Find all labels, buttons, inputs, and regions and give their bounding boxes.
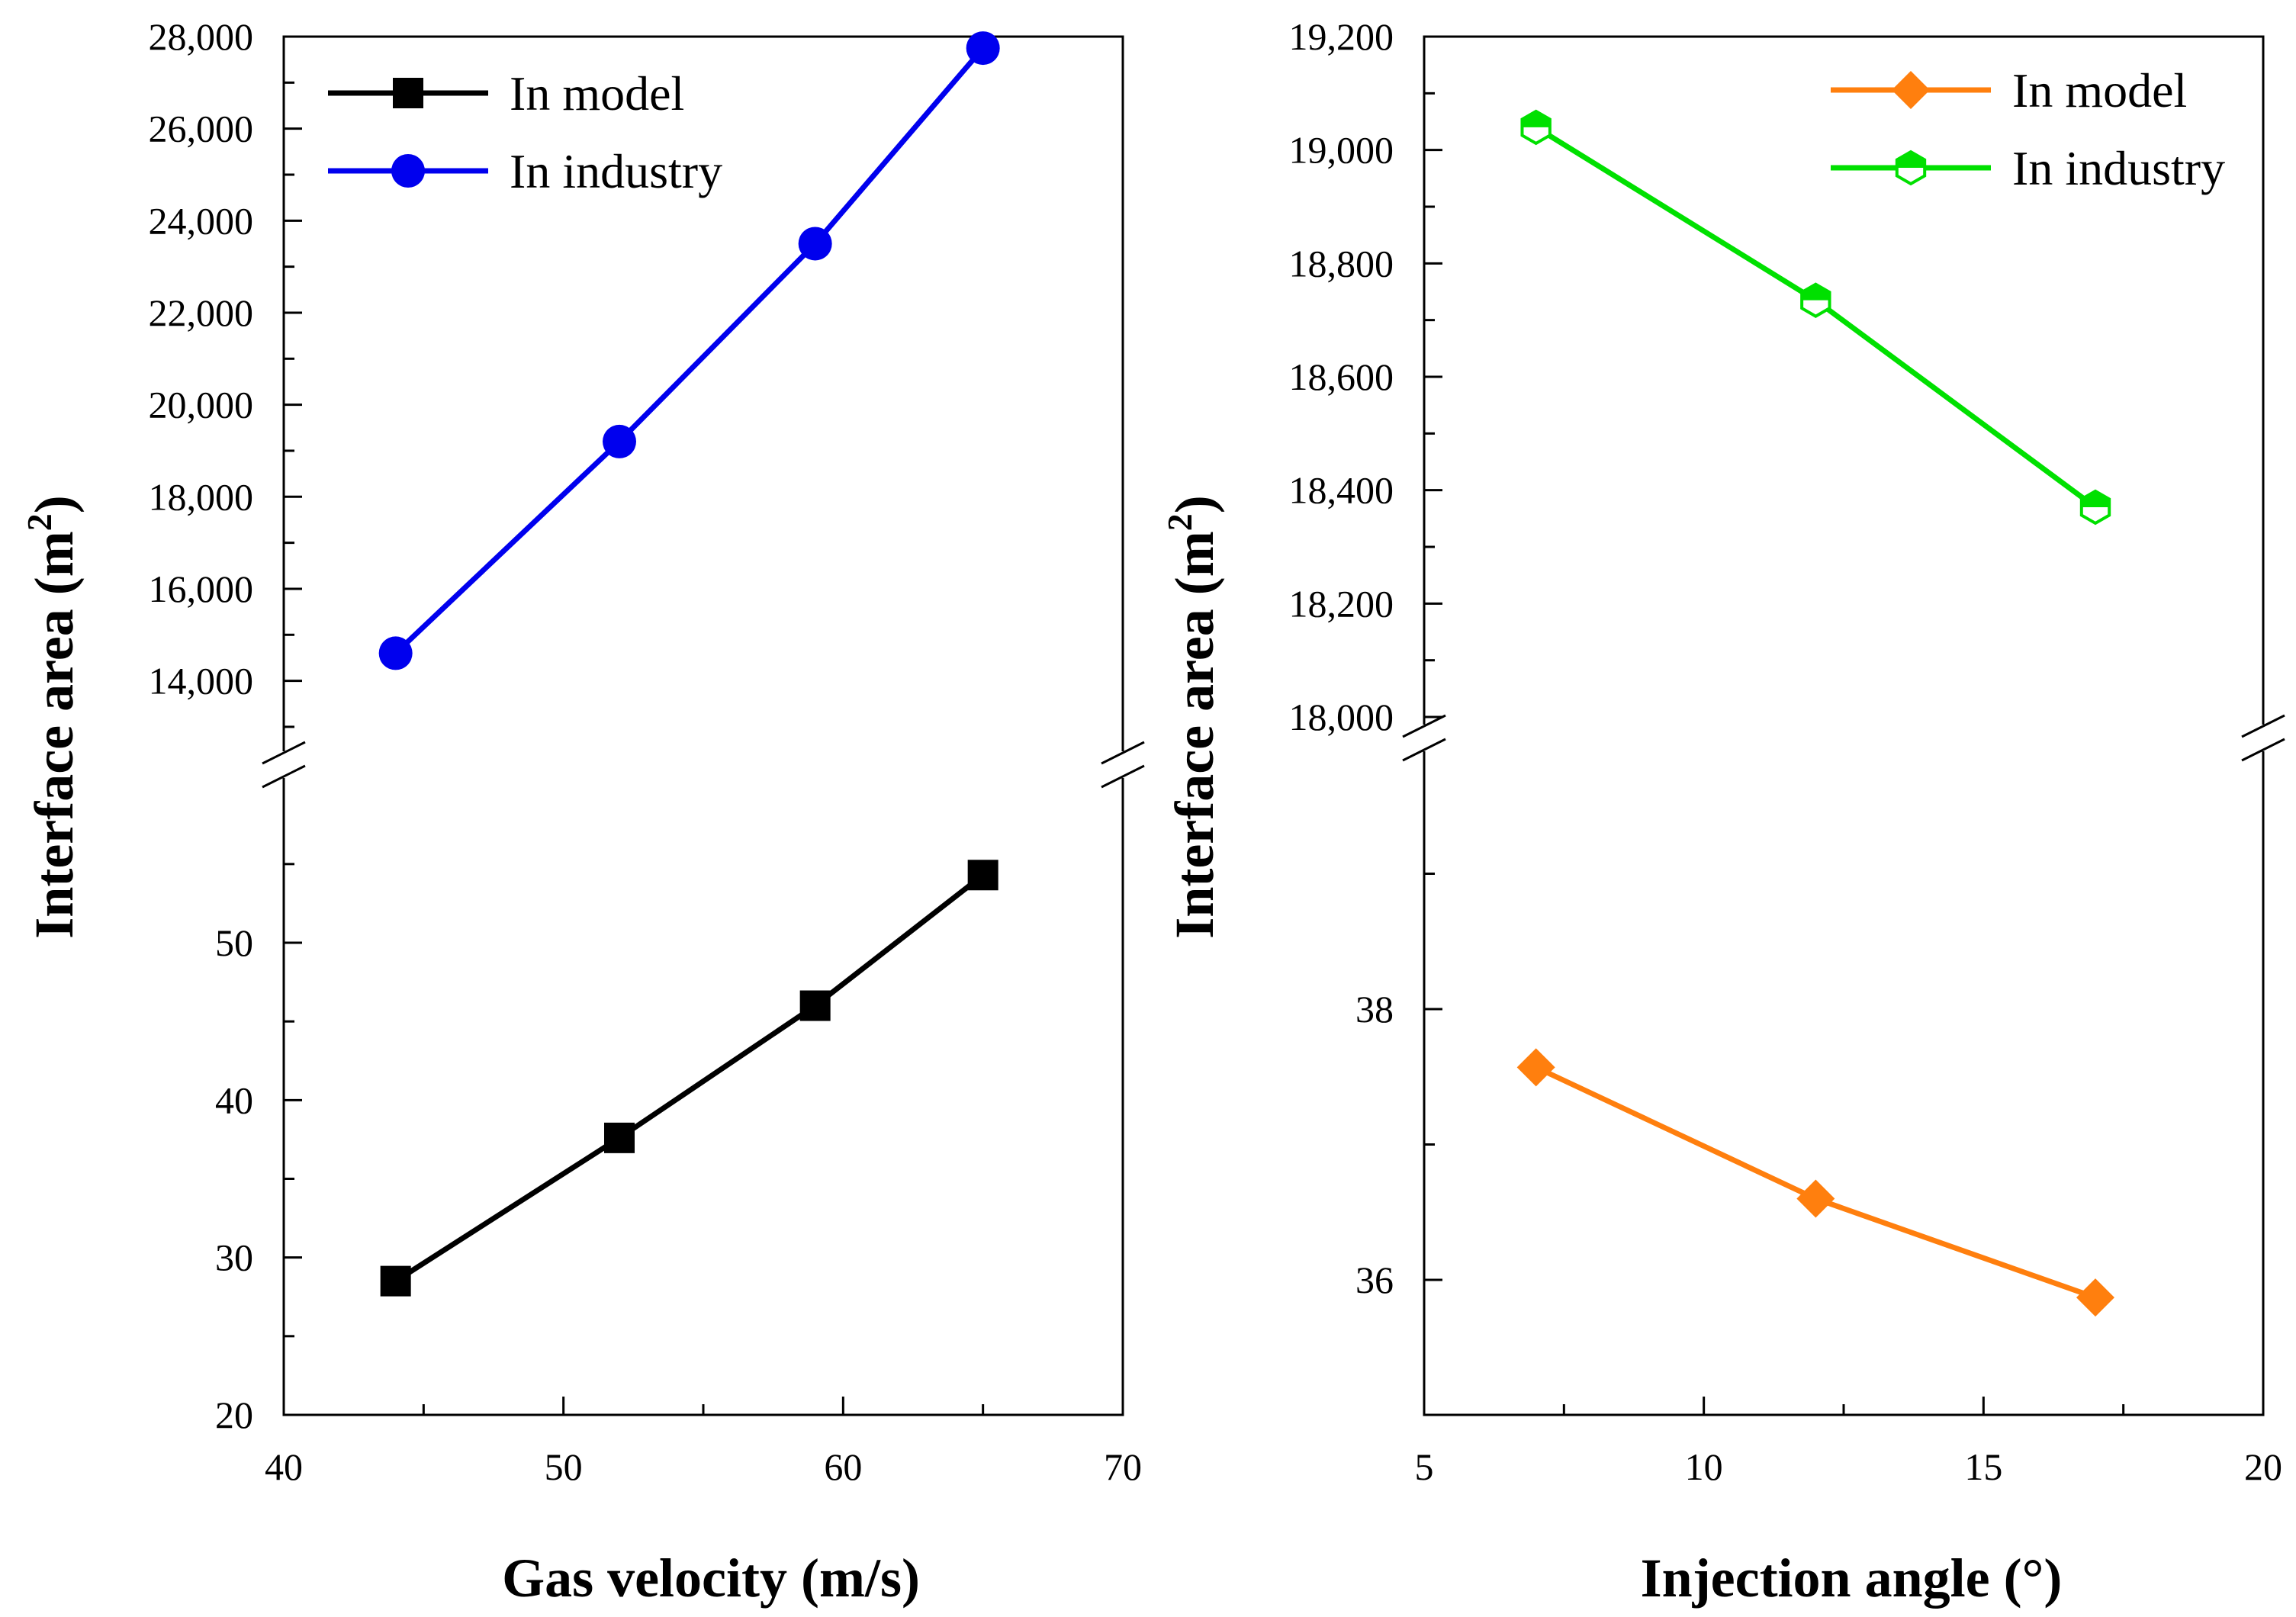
y-axis-title: Interface area (m2) [20,495,85,938]
y-tick-label: 16,000 [149,567,254,610]
x-tick-label: 5 [1415,1445,1434,1488]
y-axis-title-superscript: 2 [1160,513,1199,531]
axis-break-gap-right [1092,751,1153,778]
y-axis-title-text: Interface area (m [1164,531,1225,938]
y-tick-label: 26,000 [149,108,254,150]
legend-marker [1892,71,1930,109]
axis-break-mark [262,741,306,765]
y-tick-label: 18,000 [149,475,254,518]
y-tick-label: 18,600 [1289,355,1394,398]
data-point [380,1265,411,1297]
data-point [798,227,832,261]
legend-marker-fill [1896,152,1925,168]
legend-label: In industry [510,144,722,198]
y-tick-label: 18,000 [1289,696,1394,738]
axis-break-gap-left [1394,725,1455,751]
x-axis-title: Gas velocity (m/s) [502,1548,920,1609]
y-tick-label: 40 [215,1079,253,1121]
axis-break-mark [2241,714,2285,738]
y-tick-label: 38 [1355,988,1394,1030]
y-axis-title: Interface area (m2) [1160,495,1225,938]
axis-break-mark [1101,764,1145,789]
axis-break-mark [2241,738,2285,762]
x-tick-label: 10 [1685,1445,1723,1488]
y-axis-title-text: Interface area (m [24,531,85,938]
data-point [378,636,413,670]
axis-break-gap-left [253,751,314,778]
data-point [967,860,998,891]
data-point [1516,1048,1555,1087]
y-tick-label: 50 [215,921,253,964]
data-point [966,31,1000,66]
y-tick-label: 19,200 [1289,15,1394,58]
data-point-fill [1522,111,1550,127]
y-tick-label: 18,400 [1289,469,1394,512]
y-tick-label: 20 [215,1394,253,1436]
axis-break-mark [1402,738,1446,762]
axis-break-mark [262,764,306,789]
plot-frame [282,35,1124,1416]
data-point [603,424,636,458]
x-tick-label: 60 [824,1445,862,1488]
data-point [604,1122,635,1153]
axis-break-mark [1101,741,1145,765]
x-tick-label: 20 [2244,1445,2282,1488]
data-point-fill [1802,284,1830,301]
y-tick-label: 30 [215,1236,253,1279]
y-tick-label: 24,000 [149,199,254,242]
x-tick-label: 40 [265,1445,303,1488]
axis-break-gap-right [2233,725,2294,751]
injection-angle-chart: 5 10 15 20 18,000 18,200 18,400 18,600 18,800 19,… [1160,15,2294,1609]
legend-label: In model [510,66,684,121]
x-tick-label: 50 [545,1445,583,1488]
x-tick-label: 70 [1104,1445,1142,1488]
gas-velocity-chart: 40 50 60 7014,00016,00018,00020,00022,00024… [20,15,1153,1609]
axis-break-mark [1402,714,1446,738]
x-tick-label: 15 [1964,1445,2002,1488]
y-tick-label: 14,000 [149,660,254,702]
y-tick-label: 20,000 [149,384,254,426]
y-tick-label: 18,800 [1289,242,1394,285]
data-point [2076,1278,2114,1317]
y-tick-label: 36 [1355,1259,1394,1301]
legend-marker [391,154,425,188]
y-tick-label: 19,000 [1289,129,1394,172]
legend-label: In model [2012,63,2187,117]
data-point [1796,1179,1835,1218]
y-axis-title-close: ) [1164,495,1225,513]
y-tick-label: 22,000 [149,291,254,334]
legend-label: In industry [2012,141,2225,195]
legend-marker [393,78,423,108]
data-point-fill [2081,490,2110,507]
data-point [799,990,831,1021]
y-tick-label: 28,000 [149,15,254,58]
y-tick-label: 18,200 [1289,582,1394,625]
series-line [394,46,986,655]
y-axis-title-close: ) [24,495,85,513]
y-axis-title-superscript: 2 [20,513,59,531]
series-line [394,873,985,1284]
x-axis-title: Injection angle (°) [1641,1548,2063,1609]
